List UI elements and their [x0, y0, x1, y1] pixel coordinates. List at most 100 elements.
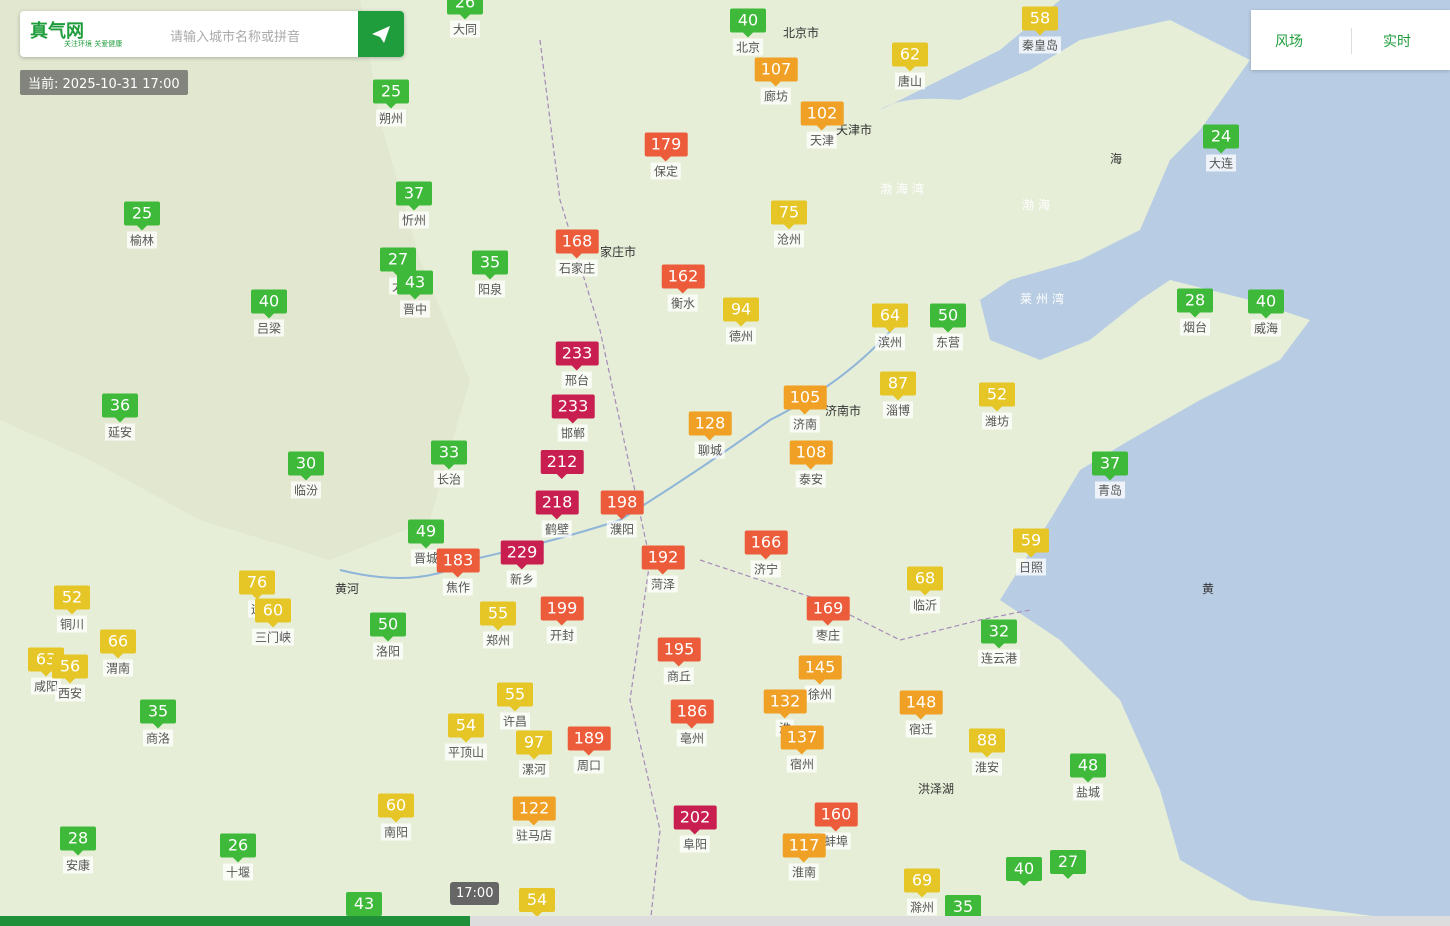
- aqi-marker[interactable]: 52 铜川: [54, 585, 90, 633]
- aqi-marker[interactable]: 55 许昌: [497, 682, 533, 730]
- aqi-marker[interactable]: 97 漯河: [516, 730, 552, 778]
- city-name: 青岛: [1094, 481, 1125, 499]
- aqi-marker[interactable]: 26 十堰: [220, 833, 256, 881]
- aqi-marker[interactable]: 40 北京: [730, 8, 766, 56]
- aqi-marker[interactable]: 25 朔州: [373, 79, 409, 127]
- aqi-marker[interactable]: 229 新乡: [500, 540, 544, 588]
- aqi-value: 60: [378, 793, 414, 823]
- aqi-value: 25: [124, 201, 160, 231]
- wind-button[interactable]: 风场: [1275, 34, 1303, 50]
- search-input[interactable]: 请输入城市名称或拼音: [170, 30, 301, 45]
- aqi-marker[interactable]: 108 泰安: [789, 440, 833, 488]
- aqi-marker[interactable]: 43 晋中: [397, 270, 433, 318]
- aqi-marker[interactable]: 102 天津: [800, 101, 844, 149]
- aqi-marker[interactable]: 192 菏泽: [641, 545, 685, 593]
- aqi-marker[interactable]: 107 廊坊: [754, 57, 798, 105]
- aqi-marker[interactable]: 179 保定: [644, 132, 688, 180]
- aqi-marker[interactable]: 32 连云港: [977, 619, 1021, 667]
- aqi-marker[interactable]: 52 潍坊: [979, 382, 1015, 430]
- aqi-marker[interactable]: 40: [1006, 857, 1042, 886]
- aqi-marker[interactable]: 68 临沂: [907, 566, 943, 614]
- aqi-marker[interactable]: 166 济宁: [744, 530, 788, 578]
- aqi-marker[interactable]: 137 宿州: [780, 725, 824, 773]
- aqi-marker[interactable]: 105 济南: [783, 385, 827, 433]
- aqi-marker[interactable]: 94 德州: [723, 297, 759, 345]
- city-name: 北京: [732, 38, 763, 56]
- aqi-marker[interactable]: 88 淮安: [969, 728, 1005, 776]
- aqi-value: 27: [380, 247, 416, 277]
- aqi-marker[interactable]: 55 郑州: [480, 601, 516, 649]
- aqi-marker[interactable]: 58 秦皇岛: [1018, 6, 1062, 54]
- aqi-marker[interactable]: 145 徐州: [798, 655, 842, 703]
- timeline[interactable]: [0, 916, 1450, 926]
- aqi-value: 229: [500, 540, 544, 570]
- aqi-marker[interactable]: 43: [346, 892, 382, 921]
- aqi-marker[interactable]: 186 亳州: [670, 699, 714, 747]
- aqi-marker[interactable]: 36 延安: [102, 393, 138, 441]
- aqi-marker[interactable]: 24 大连: [1203, 124, 1239, 172]
- aqi-marker[interactable]: 35 阳泉: [472, 250, 508, 298]
- aqi-marker[interactable]: 33 长治: [431, 440, 467, 488]
- aqi-marker[interactable]: 87 淄博: [880, 371, 916, 419]
- aqi-marker[interactable]: 25 榆林: [124, 201, 160, 249]
- aqi-marker[interactable]: 69 滁州: [904, 868, 940, 916]
- aqi-value: 35: [140, 699, 176, 729]
- aqi-marker[interactable]: 60 南阳: [378, 793, 414, 841]
- city-name: 连云港: [977, 649, 1021, 667]
- aqi-marker[interactable]: 168 石家庄: [555, 229, 599, 277]
- search-button[interactable]: [358, 11, 404, 57]
- city-name: 朔州: [375, 109, 406, 127]
- aqi-marker[interactable]: 183 焦作: [436, 548, 480, 596]
- aqi-marker[interactable]: 37 忻州: [396, 181, 432, 229]
- aqi-marker[interactable]: 162 衡水: [661, 264, 705, 312]
- aqi-marker[interactable]: 27: [1050, 850, 1086, 879]
- aqi-marker[interactable]: 27太: [380, 247, 416, 295]
- aqi-marker[interactable]: 199 开封: [540, 596, 584, 644]
- aqi-marker[interactable]: 218 鹤壁: [535, 490, 579, 538]
- aqi-marker[interactable]: 64 滨州: [872, 303, 908, 351]
- aqi-marker[interactable]: 148 宿迁: [899, 690, 943, 738]
- aqi-marker[interactable]: 60 三门峡: [251, 598, 295, 646]
- city-name: 忻州: [398, 211, 429, 229]
- aqi-marker[interactable]: 35: [945, 895, 981, 924]
- aqi-marker[interactable]: 48 盐城: [1070, 753, 1106, 801]
- city-name: 阳泉: [474, 280, 505, 298]
- aqi-marker[interactable]: 66 渭南: [100, 629, 136, 677]
- aqi-marker[interactable]: 75 沧州: [771, 200, 807, 248]
- aqi-value: 97: [516, 730, 552, 760]
- aqi-marker[interactable]: 28 安康: [60, 826, 96, 874]
- city-name: 亳州: [676, 729, 708, 747]
- aqi-marker[interactable]: 195 商丘: [657, 637, 701, 685]
- aqi-marker[interactable]: 198 濮阳: [600, 490, 644, 538]
- aqi-marker[interactable]: 160 蚌埠: [814, 802, 858, 850]
- aqi-marker[interactable]: 50 洛阳: [370, 612, 406, 660]
- aqi-marker[interactable]: 128 聊城: [688, 411, 732, 459]
- aqi-marker[interactable]: 132淮: [763, 689, 807, 737]
- aqi-marker[interactable]: 54 平顶山: [444, 713, 488, 761]
- realtime-button[interactable]: 实时: [1383, 34, 1411, 50]
- aqi-marker[interactable]: 233 邯郸: [551, 394, 595, 442]
- aqi-marker[interactable]: 30 临汾: [288, 451, 324, 499]
- aqi-marker[interactable]: 56 西安: [52, 654, 88, 702]
- aqi-marker[interactable]: 117 淮南: [782, 833, 826, 881]
- aqi-marker[interactable]: 62 唐山: [892, 42, 928, 90]
- aqi-marker[interactable]: 28 烟台: [1177, 288, 1213, 336]
- aqi-marker[interactable]: 202 阜阳: [673, 805, 717, 853]
- aqi-marker[interactable]: 59 日照: [1013, 528, 1049, 576]
- city-name: 晋中: [399, 300, 430, 318]
- aqi-marker[interactable]: 37 青岛: [1092, 451, 1128, 499]
- aqi-marker[interactable]: 54: [519, 888, 555, 917]
- aqi-marker[interactable]: 212: [540, 450, 584, 479]
- aqi-value: 166: [744, 530, 788, 560]
- search-box[interactable]: 真气网 关注环境 关爱健康 请输入城市名称或拼音: [20, 11, 404, 57]
- aqi-marker[interactable]: 40 威海: [1248, 289, 1284, 337]
- aqi-marker[interactable]: 233 邢台: [555, 341, 599, 389]
- aqi-marker[interactable]: 35 商洛: [140, 699, 176, 747]
- aqi-marker[interactable]: 26 大同: [447, 0, 483, 38]
- aqi-marker[interactable]: 122 驻马店: [512, 796, 556, 844]
- aqi-marker[interactable]: 189 周口: [567, 726, 611, 774]
- aqi-marker[interactable]: 49 晋城: [408, 519, 444, 567]
- aqi-marker[interactable]: 50 东营: [930, 303, 966, 351]
- aqi-marker[interactable]: 169 枣庄: [806, 596, 850, 644]
- aqi-marker[interactable]: 40 吕梁: [251, 289, 287, 337]
